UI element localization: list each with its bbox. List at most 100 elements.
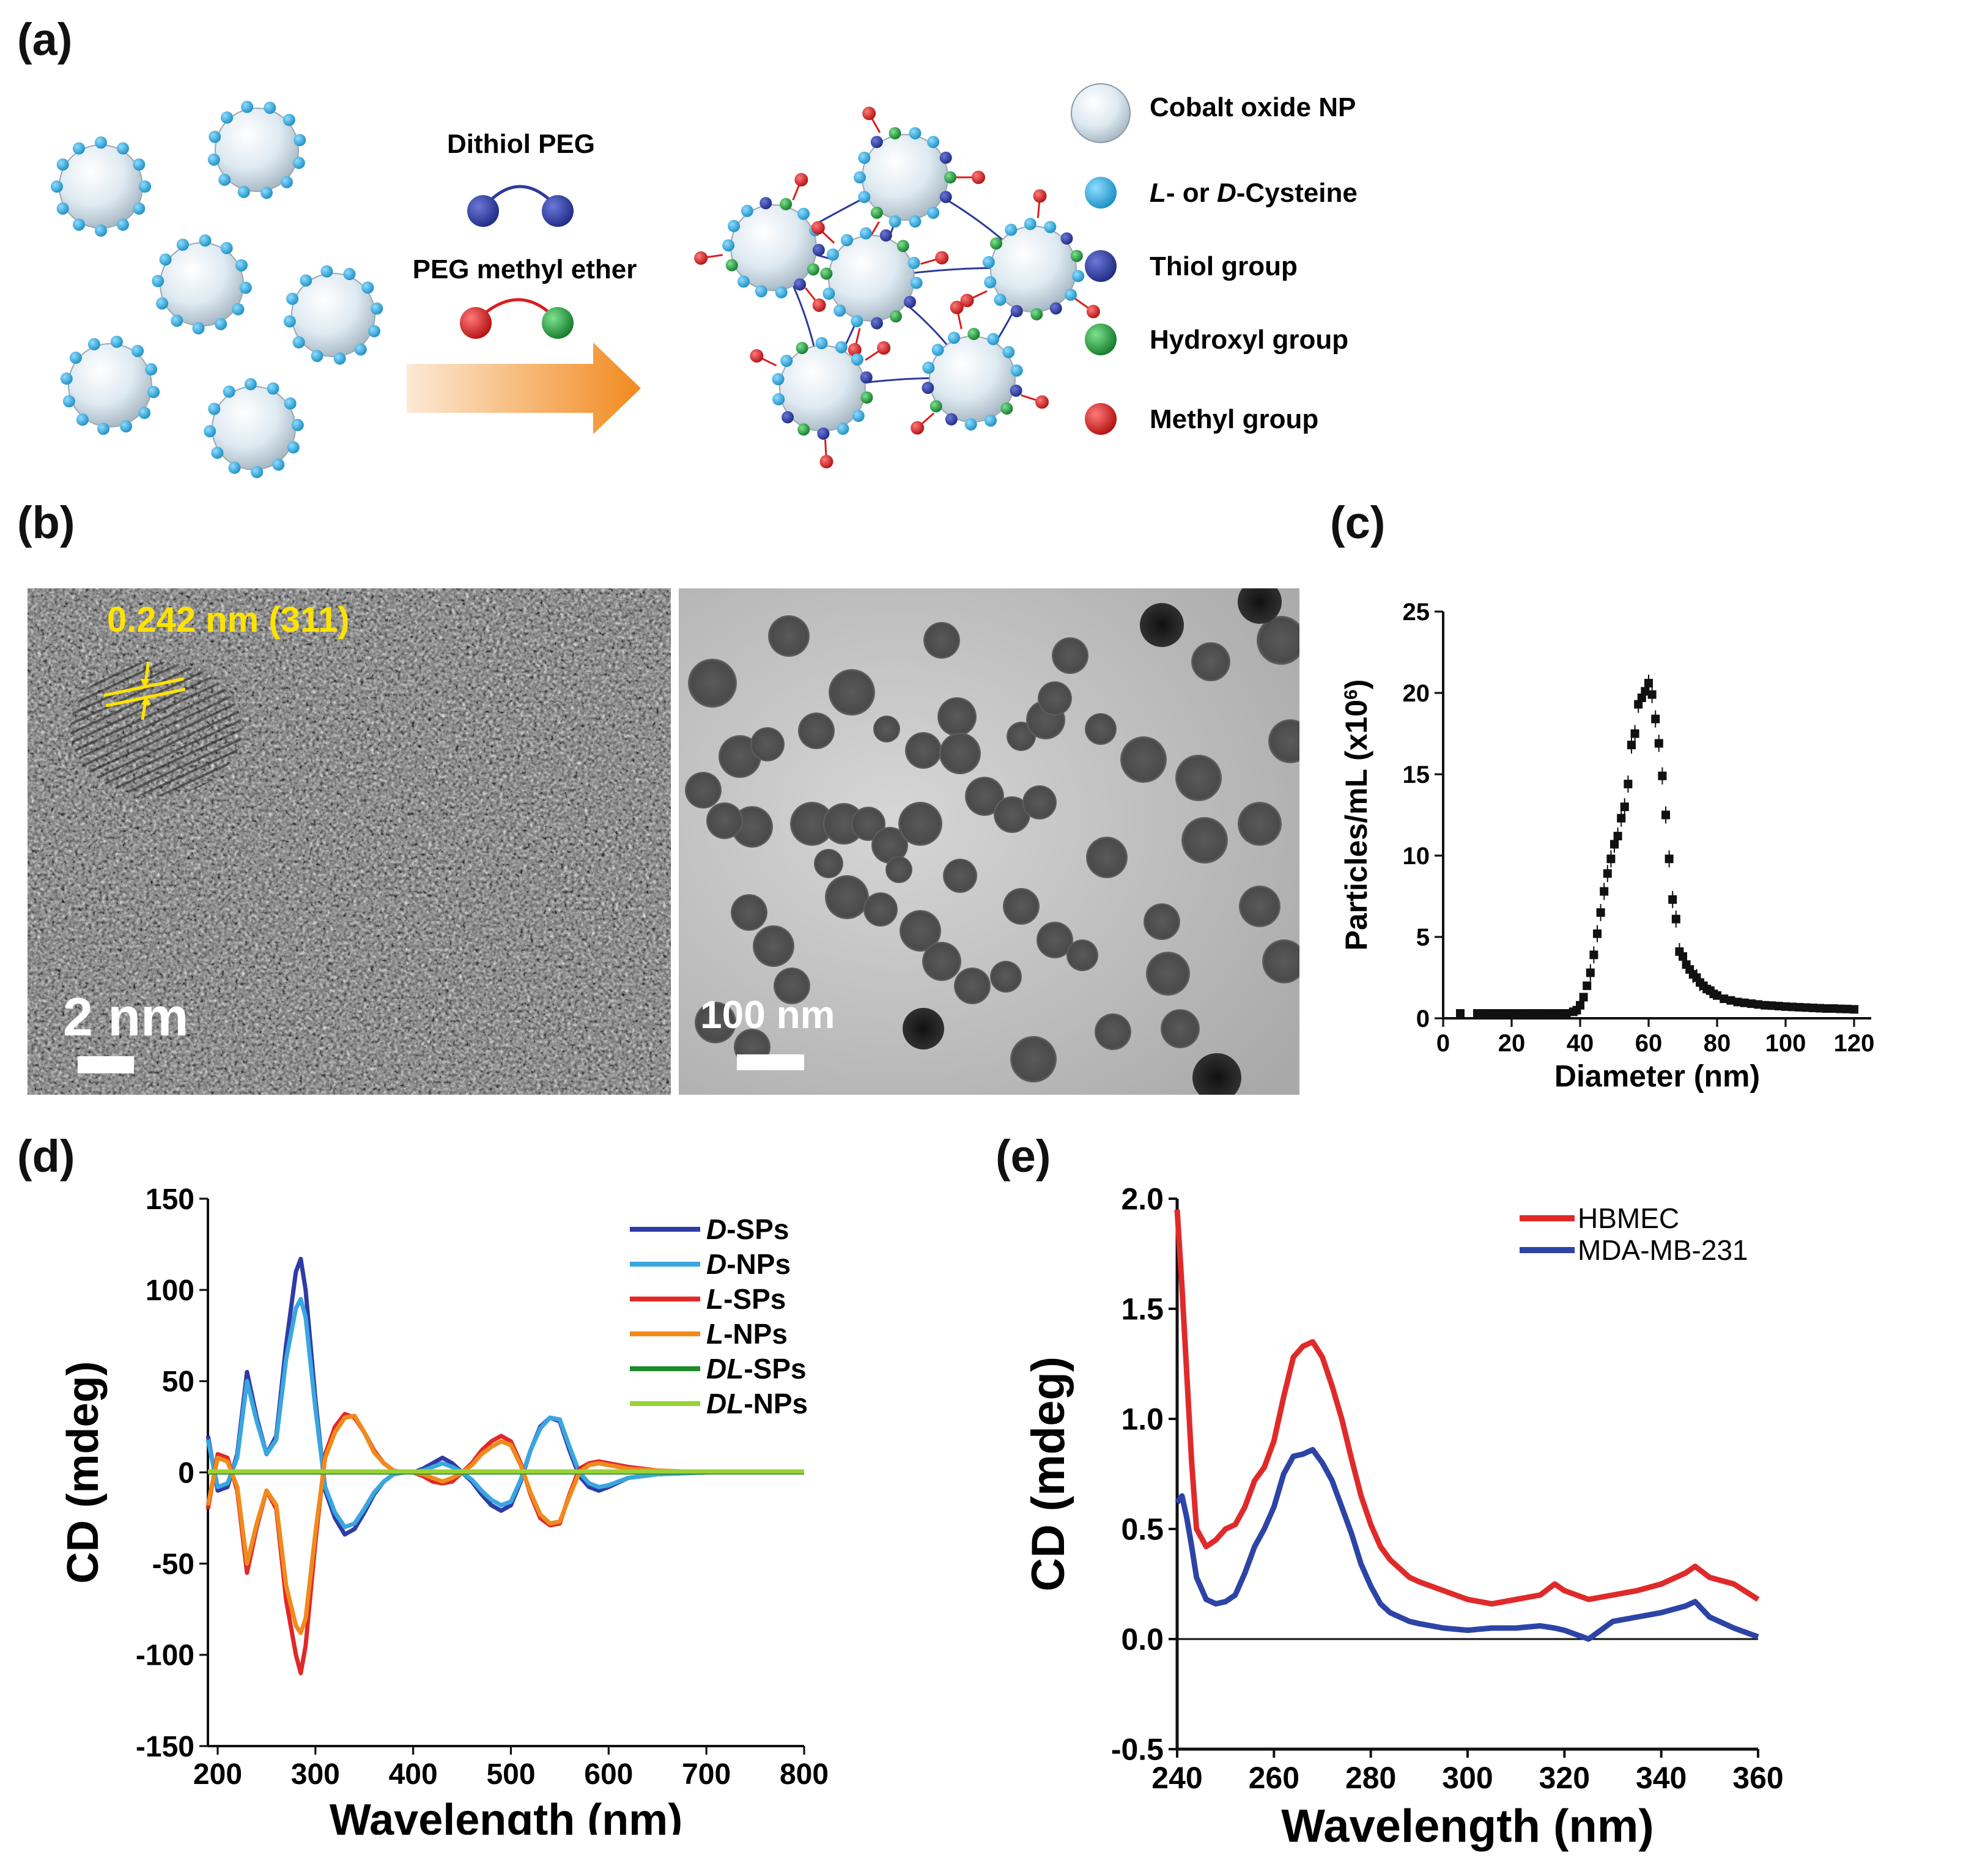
- data-point: [1589, 950, 1598, 960]
- surface-group-dot: [922, 361, 935, 374]
- cysteine-dot: [171, 314, 183, 327]
- lattice-fringe-region: [70, 662, 242, 796]
- tem-nanoparticle: [695, 1002, 736, 1043]
- methyl-end-dot: [911, 421, 925, 435]
- y-tick-label: -150: [136, 1731, 194, 1763]
- cysteine-dot: [73, 142, 85, 155]
- data-point: [1726, 996, 1735, 1005]
- tem-nanoparticle: [798, 712, 835, 749]
- y-axis-title: Particles/mL (x106): [1339, 679, 1373, 951]
- y-tick-label: 1.0: [1121, 1402, 1164, 1437]
- nanoparticle: [51, 136, 151, 237]
- nanoparticle-core: [160, 242, 244, 327]
- legend-label-prefix: L: [706, 1318, 723, 1350]
- surface-group-dot: [737, 275, 750, 288]
- y-tick-label: 0: [1416, 1005, 1430, 1032]
- data-point: [1555, 1009, 1564, 1018]
- supraparticle-np: [750, 337, 891, 468]
- legend-np-icon: [1071, 83, 1131, 143]
- surface-group-dot: [987, 333, 1000, 346]
- surface-group-dot: [858, 191, 871, 204]
- methyl-end-dot: [694, 251, 708, 265]
- methyl-end-dot: [877, 341, 891, 355]
- hrtem-texture: [28, 588, 671, 1095]
- data-point: [1600, 887, 1609, 896]
- cysteine-dot: [239, 281, 252, 294]
- data-point: [1720, 994, 1729, 1004]
- data-point: [1617, 813, 1626, 823]
- legend-label-suffix: -NPs: [726, 1248, 791, 1280]
- tem-nanoparticle: [954, 968, 991, 1004]
- tem-nanoparticle: [774, 968, 810, 1004]
- cysteine-dot: [237, 185, 250, 198]
- tem-nanoparticle: [750, 727, 785, 761]
- data-point: [1514, 1009, 1523, 1018]
- y-tick-label: 10: [1403, 843, 1430, 870]
- surface-group-dot: [807, 263, 819, 276]
- y-axis-title: CD (mdeg): [59, 1361, 108, 1584]
- x-tick-label: 500: [486, 1758, 535, 1791]
- methyl-end-dot: [960, 294, 974, 308]
- surface-group-dot: [837, 423, 849, 435]
- surface-group-dot: [841, 234, 854, 246]
- surface-group-dot: [755, 285, 767, 298]
- x-tick-label: 200: [193, 1758, 242, 1791]
- series-line-l-sps: [205, 1412, 804, 1676]
- data-point: [1603, 869, 1612, 878]
- surface-group-dot: [835, 341, 848, 353]
- data-point: [1456, 1009, 1465, 1018]
- cysteine-dot: [60, 372, 73, 385]
- data-point: [1528, 1009, 1537, 1018]
- cysteine-dot: [283, 315, 296, 328]
- supraparticle-np: [854, 106, 985, 248]
- nanoparticle: [207, 100, 306, 199]
- panel-label-e: (e): [996, 1131, 1051, 1182]
- data-point: [1500, 1009, 1509, 1018]
- surface-group-dot: [822, 287, 835, 300]
- tem-nanoparticle: [905, 732, 942, 769]
- surface-group-dot: [907, 256, 920, 269]
- data-point: [1713, 991, 1721, 1000]
- x-tick-label: 400: [389, 1758, 438, 1791]
- data-point: [1473, 1009, 1482, 1018]
- x-tick-label: 120: [1834, 1030, 1875, 1057]
- cysteine-dot: [51, 180, 63, 193]
- surface-group-dot: [939, 191, 952, 204]
- surface-group-dot: [1049, 302, 1062, 315]
- cysteine-dot: [139, 180, 151, 193]
- data-point: [1836, 1004, 1845, 1013]
- data-point: [1816, 1004, 1824, 1013]
- surface-group-dot: [939, 151, 952, 164]
- data-point: [1487, 1009, 1496, 1018]
- tem-nanoparticle: [1192, 1053, 1241, 1095]
- surface-group-dot: [817, 427, 830, 440]
- surface-group-dot: [889, 310, 902, 323]
- tem-nanoparticle: [994, 796, 1030, 833]
- legend-cysteine-icon: [1085, 177, 1117, 209]
- supraparticle-np: [911, 300, 1049, 435]
- cysteine-dot: [251, 465, 264, 478]
- surface-group-dot: [859, 227, 872, 240]
- surface-group-dot: [797, 207, 810, 220]
- legend-label-suffix: -NPs: [744, 1388, 808, 1419]
- tem-nanoparticle: [903, 1008, 944, 1049]
- tem-nanoparticle: [1038, 681, 1072, 716]
- x-tick-label: 0: [1436, 1030, 1450, 1057]
- cysteine-dot: [145, 363, 158, 376]
- legend-hydroxyl-icon: [1085, 324, 1117, 355]
- panel-label-b: (b): [17, 497, 75, 548]
- surface-group-dot: [922, 382, 934, 394]
- nanoparticle-core: [215, 108, 299, 192]
- tem-nanoparticle: [1010, 1036, 1057, 1083]
- tem-nanoparticle: [829, 669, 875, 716]
- tem-nanoparticle: [1052, 637, 1088, 674]
- data-point: [1754, 1000, 1763, 1009]
- methyl-end-dot: [972, 171, 985, 184]
- tem-nanoparticle: [1268, 719, 1299, 763]
- cysteine-dot: [264, 102, 276, 114]
- tem-nanoparticle: [753, 925, 794, 967]
- surface-group-dot: [967, 328, 980, 341]
- surface-group-dot: [1010, 364, 1023, 377]
- data-point: [1620, 802, 1629, 812]
- y-tick-label: 50: [162, 1366, 194, 1398]
